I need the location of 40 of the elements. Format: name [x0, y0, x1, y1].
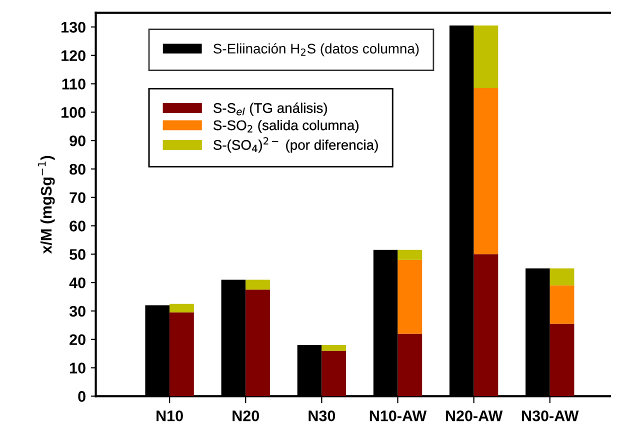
y-tick-label: 90	[70, 135, 86, 146]
bar	[474, 26, 498, 88]
y-tick-label: 40	[69, 277, 86, 288]
x-tick-label: N10-AW	[370, 410, 427, 422]
bar	[398, 334, 422, 396]
y-tick-label: 50	[70, 249, 86, 260]
bar	[322, 350, 346, 396]
legend-label: S-SO$_{2}$ (salida columna)	[214, 120, 358, 133]
bar	[474, 254, 498, 396]
y-tick-label: 80	[70, 164, 86, 175]
y-tick-label: 10	[70, 362, 86, 374]
y-tick-label: 0	[78, 391, 86, 402]
bar	[550, 285, 574, 324]
y-tick-label: 30	[69, 306, 86, 317]
y-tick-label: 130	[62, 22, 86, 33]
y-tick-label: 60	[70, 220, 86, 232]
bar	[398, 250, 422, 260]
bar	[550, 268, 574, 286]
bar	[398, 260, 422, 334]
x-tick-label: N20-AW	[446, 410, 503, 422]
x-tick-label: N10	[156, 410, 183, 422]
y-axis-title: x/M (mgSg$^{−1}$)	[38, 156, 55, 254]
bar	[474, 88, 498, 254]
legend-label: S-(SO$_{4}$)$^{2−}$ (por diferencia)	[214, 137, 378, 153]
legend-label: S-S$_{el}$ (TG análisis)	[214, 102, 327, 116]
y-tick-label: 20	[70, 334, 86, 346]
bar	[246, 280, 270, 290]
legend-label: S-Eliinación H$_{2}$S (datos columna)	[214, 43, 419, 56]
y-tick-label: 100	[62, 107, 86, 118]
y-tick-label: 120	[62, 50, 86, 62]
bar	[246, 290, 270, 396]
x-tick-label: N30	[308, 410, 336, 422]
x-tick-label: N30-AW	[522, 410, 579, 422]
x-tick-label: N20	[232, 410, 260, 422]
y-tick-label: 110	[62, 78, 86, 90]
bar	[170, 312, 194, 396]
bar	[322, 345, 346, 351]
y-tick-label: 70	[70, 192, 86, 204]
bar	[170, 304, 194, 312]
bar	[550, 324, 574, 396]
